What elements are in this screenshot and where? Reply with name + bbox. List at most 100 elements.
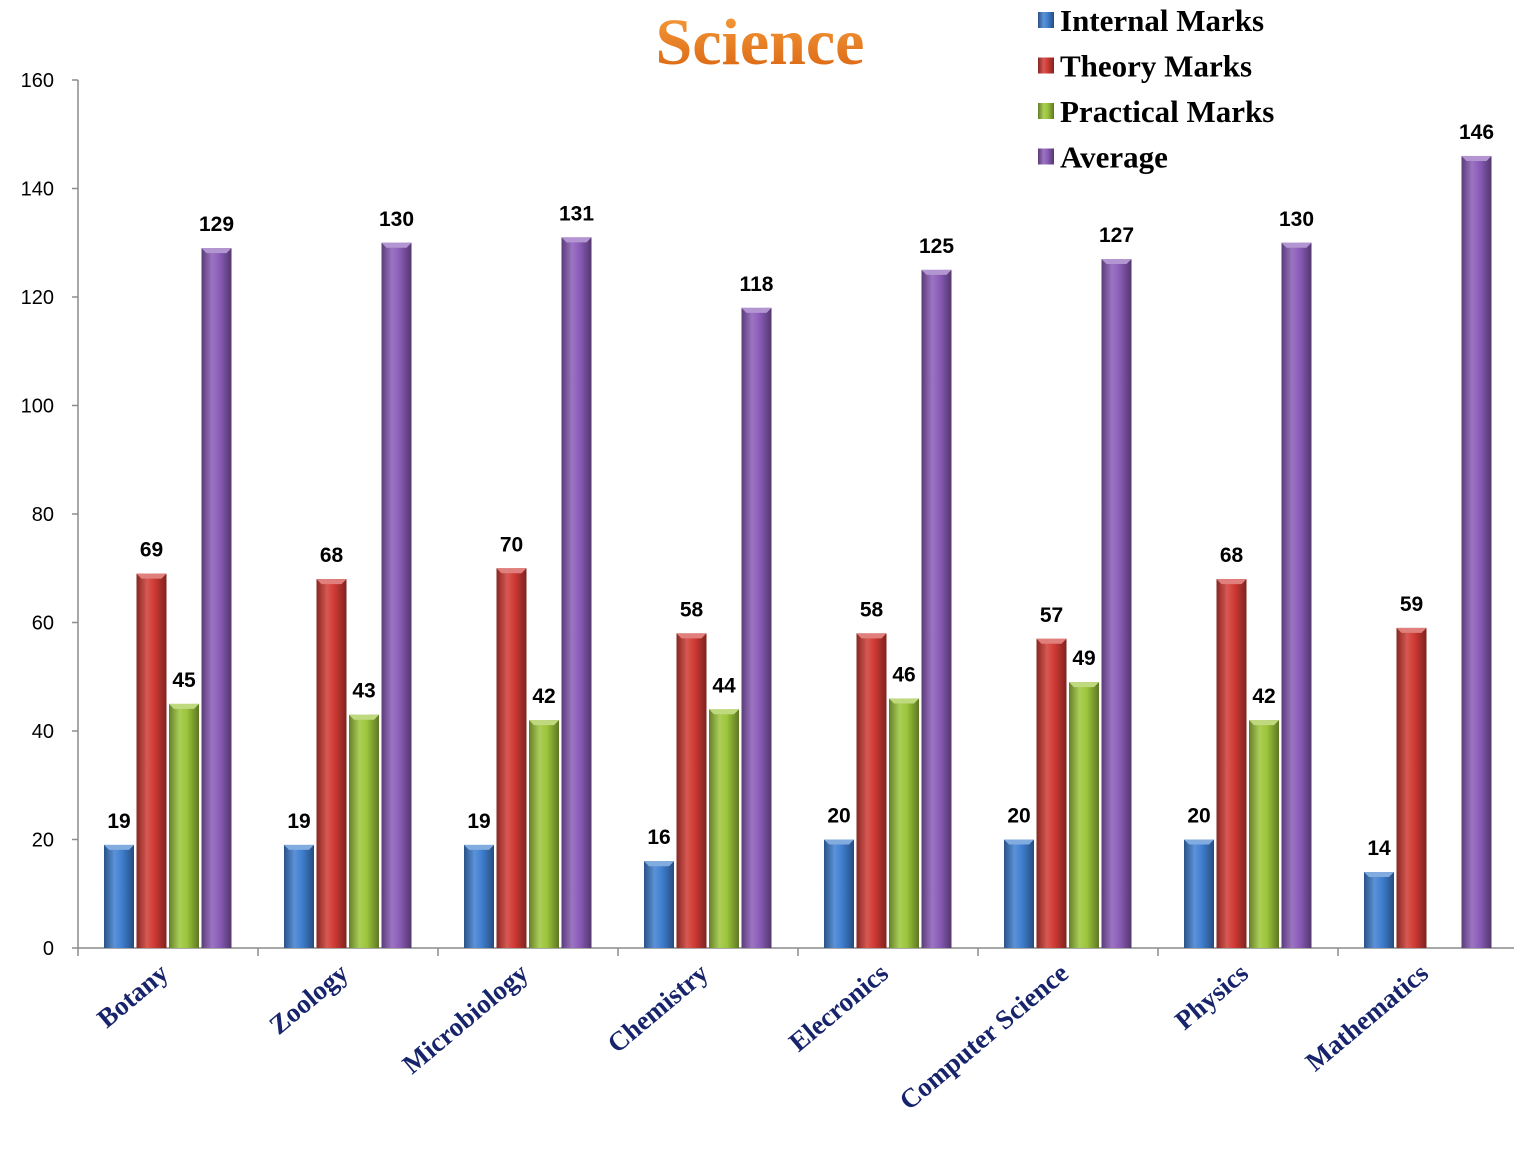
bar [921,269,952,948]
bar-top-bevel [381,242,412,248]
bar-top-bevel [824,839,854,845]
bar [1249,720,1279,948]
bar [136,573,167,948]
bar [1069,682,1099,948]
bar-top-bevel [284,844,314,850]
data-label: 49 [1072,647,1095,670]
data-label: 19 [287,810,310,833]
legend-swatch [1038,103,1054,119]
data-label: 146 [1459,121,1494,144]
data-label: 127 [1099,224,1134,247]
data-label: 68 [320,544,344,567]
data-label: 118 [740,273,774,296]
category-label: Computer Science [894,958,1074,1116]
data-label: 57 [1040,604,1063,627]
bar-top-bevel [1364,872,1394,878]
data-label: 68 [1220,544,1244,567]
bar [529,720,559,948]
bar [169,703,199,948]
data-label: 43 [352,680,375,703]
bar [709,709,739,948]
bar-top-bevel [1396,627,1427,633]
bar-top-bevel [529,720,559,726]
bar-top-bevel [561,237,592,243]
bar-top-bevel [1281,242,1312,248]
bar-top-bevel [889,698,919,704]
y-tick-label: 40 [32,721,54,743]
bars [104,155,1492,949]
bar [104,844,134,948]
y-tick-label: 160 [21,70,54,92]
bar-top-bevel [169,703,199,709]
bar-top-bevel [644,861,674,867]
legend-label: Internal Marks [1060,3,1264,38]
data-label: 20 [827,805,850,828]
bar [644,861,674,948]
bar-top-bevel [921,269,952,275]
legend-label: Average [1060,140,1168,175]
data-label: 58 [680,598,704,621]
bar [349,714,379,948]
legend: Internal Marks Theory Marks Practical Mark… [1038,3,1274,175]
bar-top-bevel [856,633,887,639]
legend-swatch [1038,148,1054,165]
bar-top-bevel [741,307,772,313]
bar-top-bevel [1069,682,1099,688]
data-label: 44 [712,674,736,697]
data-label: 69 [140,539,163,562]
category-label: Physics [1169,958,1254,1036]
legend-label: Theory Marks [1060,49,1252,84]
data-label: 20 [1187,805,1210,828]
data-label: 125 [919,235,954,258]
bar [1184,839,1214,948]
bar-top-bevel [136,573,167,579]
bar [284,844,314,948]
data-label: 130 [1279,208,1314,231]
bar [676,633,707,948]
bar-top-bevel [1004,839,1034,845]
bar [1216,579,1247,948]
data-label: 20 [1007,805,1030,828]
data-label: 45 [172,669,196,692]
bar-top-bevel [709,709,739,715]
bar [856,633,887,948]
bar [464,844,494,948]
bar-top-bevel [1461,155,1492,161]
bar [1004,839,1034,948]
data-label: 129 [199,213,234,236]
legend-swatch [1038,57,1054,74]
data-label: 130 [379,208,414,231]
bar [824,839,854,948]
bar-top-bevel [676,633,707,639]
category-label: Chemistry [602,957,715,1058]
bar-top-bevel [496,568,527,574]
bar [381,242,412,948]
data-label: 131 [559,202,594,225]
category-label: Elecronics [783,958,894,1058]
bar [741,307,772,949]
data-label: 16 [647,826,670,849]
bar-top-bevel [1101,259,1132,265]
data-label: 46 [892,663,915,686]
bar-top-bevel [1036,638,1067,644]
data-label: 70 [500,533,523,556]
data-label: 19 [107,810,130,833]
bar-top-bevel [316,579,347,585]
bar [561,237,592,948]
y-tick-label: 120 [21,287,54,309]
y-tick-label: 20 [32,830,54,852]
data-label: 59 [1400,593,1423,616]
chart-title: Science [656,6,865,79]
bar [496,568,527,948]
category-label: Mathematics [1300,958,1434,1077]
category-label: Microbiology [397,957,535,1079]
y-tick-label: 0 [43,938,54,960]
bar [1101,259,1132,948]
data-label: 42 [532,685,555,708]
y-tick-label: 60 [32,613,54,635]
bar-top-bevel [1216,579,1247,585]
bar [1396,627,1427,948]
bar [1461,155,1492,948]
bar [201,248,232,949]
